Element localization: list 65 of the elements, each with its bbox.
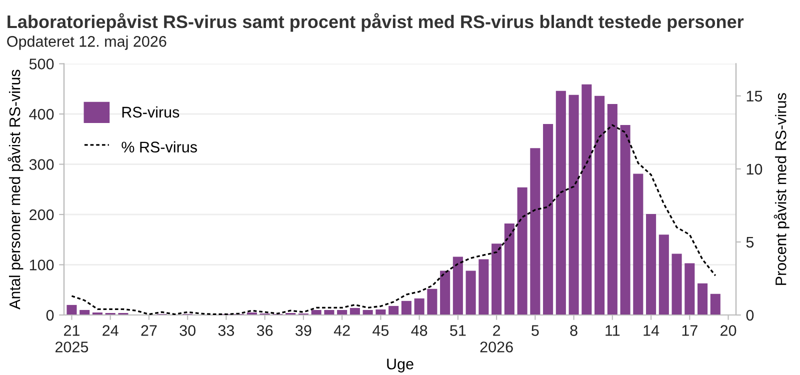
bar (427, 288, 438, 315)
y2-tick-label: 0 (746, 310, 754, 321)
y-tick-label: 400 (29, 108, 54, 120)
y2-tick-label: 5 (746, 236, 754, 248)
bar (504, 224, 514, 315)
y-tick-label: 500 (29, 58, 54, 70)
bar (466, 270, 476, 315)
x-tick-label: 5 (532, 325, 539, 336)
bar (658, 234, 669, 315)
bar (452, 256, 463, 315)
y-tick-label: 100 (30, 260, 54, 270)
bar (401, 300, 412, 315)
line-series (70, 124, 716, 315)
bar (710, 294, 720, 315)
x-tick-label: 24 (102, 325, 118, 336)
y-tick-label: 300 (29, 159, 54, 170)
x-tick-label: 17 (682, 325, 698, 336)
x-tick-label: 36 (256, 325, 273, 336)
x-tick-label: 45 (372, 325, 389, 336)
bar (568, 94, 579, 315)
x-tick-label: 8 (570, 325, 578, 336)
bar (620, 125, 630, 315)
legend-label: RS-virus (122, 106, 180, 118)
y2-axis-title: Procent påvist med RS-virus (774, 93, 790, 285)
x-tick-label: 42 (334, 325, 350, 336)
bar (350, 308, 360, 315)
bar (376, 309, 386, 315)
chart-title: Laboratoriepåvist RS-virus samt procent påvist med RS-virus blandt testede personer (8, 13, 744, 32)
x-tick-label: 27 (141, 325, 157, 336)
bar (684, 263, 695, 315)
bar (440, 270, 450, 315)
bar (594, 96, 605, 315)
legend-label: % RS-virus (122, 141, 197, 153)
x-tick-label: 21 2025 (56, 325, 88, 352)
bar (698, 283, 708, 315)
y2-tick-label: 10 (746, 164, 762, 175)
chart-subtitle: Opdateret 12. maj 2026 (7, 36, 166, 50)
y2-tick-label: 15 (746, 90, 762, 102)
bar (543, 124, 554, 315)
y-tick-label: 200 (30, 209, 54, 220)
bar (492, 244, 502, 315)
bar (607, 104, 618, 315)
x-tick-label: 33 (218, 325, 234, 336)
x-tick-label: 39 (296, 325, 312, 336)
y-axis-title: Antal personer med påvist RS-virus (8, 70, 24, 310)
x-tick-label: 48 (411, 325, 428, 336)
bar (66, 304, 77, 315)
bar (414, 298, 424, 315)
x-tick-label: 51 (450, 325, 466, 336)
x-tick-label: 11 (606, 325, 620, 336)
bar (478, 259, 489, 315)
x-tick-label: 2 2026 (480, 325, 513, 352)
bar (556, 90, 566, 315)
bar (633, 174, 644, 315)
x-tick-label: 14 (644, 325, 660, 336)
bar (388, 306, 399, 315)
bar (517, 187, 528, 315)
bar (530, 148, 540, 315)
x-axis-title: Uge (387, 358, 414, 372)
bar (582, 84, 592, 315)
bar (672, 254, 682, 315)
x-tick-label: 30 (180, 325, 196, 336)
bar (646, 214, 656, 315)
y-tick-label: 0 (46, 310, 54, 321)
x-tick-label: 20 (720, 325, 736, 336)
